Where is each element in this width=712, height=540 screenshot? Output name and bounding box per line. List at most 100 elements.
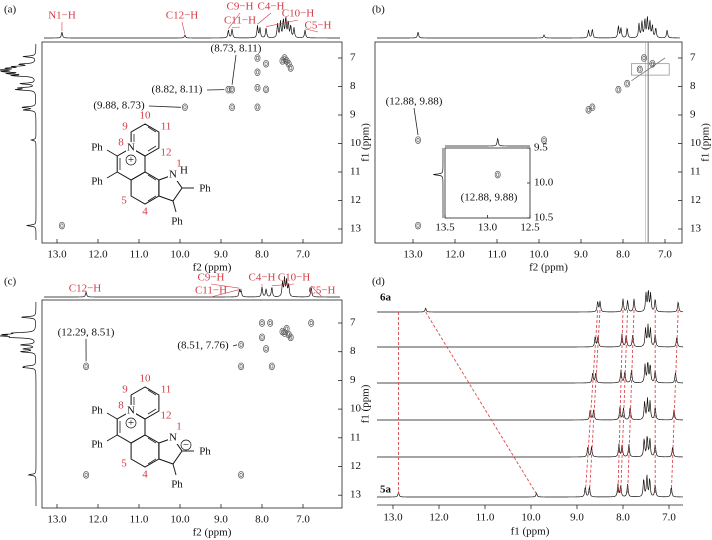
y-axis-label: f1 (ppm) — [360, 123, 372, 162]
annotation: (12.29, 8.51) — [58, 327, 115, 339]
x-tick-label: 12.0 — [88, 514, 108, 526]
x-tick-label: 9.0 — [574, 249, 588, 261]
atom-label: Ph — [171, 479, 183, 491]
cross-peak — [254, 54, 261, 62]
panel-label: (b) — [372, 4, 385, 16]
x-tick-label: 10.0 — [170, 249, 190, 261]
y-tick-label: 8 — [690, 80, 696, 92]
cross-peak — [624, 79, 631, 88]
annotation-leader — [413, 107, 419, 136]
atom-label: 12 — [161, 410, 172, 422]
y-tick-label: 9 — [350, 109, 356, 121]
cross-peak — [287, 332, 291, 337]
annotation-leader — [232, 344, 238, 347]
peak-leader — [228, 12, 241, 29]
plot-frame — [41, 299, 343, 509]
spectrum-trace — [0, 43, 37, 240]
cross-peak — [229, 85, 236, 94]
peak-label: C4−H — [258, 1, 285, 13]
cross-peak — [229, 103, 236, 112]
cross-peak — [590, 105, 594, 110]
cross-peak — [260, 335, 264, 340]
correlation-line — [627, 309, 635, 495]
y-tick-label: 11 — [690, 166, 701, 178]
peak-leader — [84, 290, 87, 296]
cross-peak — [283, 55, 287, 61]
atom-label: 10 — [140, 110, 152, 122]
y-tick-label: 7 — [350, 52, 356, 64]
y-tick-label: 13 — [690, 223, 702, 235]
atom-label: N — [127, 405, 135, 417]
cross-peak — [255, 85, 259, 91]
cross-peak — [309, 320, 313, 326]
atom-label: N — [169, 169, 177, 181]
peak-label: C9−H — [198, 272, 225, 284]
correlation-line — [588, 309, 601, 495]
y-tick-label: 10.0 — [534, 177, 554, 189]
x-tick-label: 12.0 — [445, 249, 465, 261]
atom-label: 11 — [161, 121, 172, 133]
cross-peak — [415, 136, 421, 144]
spectrum-trace — [44, 16, 340, 39]
cross-peak — [625, 81, 629, 86]
x-tick-label: 10.0 — [529, 249, 549, 261]
y-tick-label: 7 — [690, 52, 696, 64]
peak-label: N1−H — [48, 10, 76, 22]
bond — [147, 389, 157, 396]
atom-label: 5 — [121, 458, 127, 470]
bond — [106, 149, 118, 157]
panel-label: (c) — [4, 276, 17, 288]
cross-peak — [183, 105, 187, 110]
peak-leader — [210, 283, 240, 289]
cross-peak — [585, 106, 592, 114]
cross-peak — [416, 137, 420, 143]
annotation: (8.73, 8.11) — [211, 43, 262, 55]
cross-peak — [230, 105, 234, 110]
cross-peak — [58, 221, 65, 230]
cross-peak — [289, 335, 293, 340]
cross-peak — [287, 64, 294, 72]
y-tick-label: 9 — [350, 374, 356, 386]
cross-peak — [650, 61, 654, 66]
x-tick-label: 11.0 — [130, 249, 149, 261]
atom-label: 12 — [161, 147, 172, 159]
cross-peak — [589, 103, 596, 112]
diagonal — [631, 57, 666, 82]
atom-label: N — [127, 142, 135, 154]
y-tick-label: 9 — [690, 109, 696, 121]
spectrum-trace — [377, 290, 684, 313]
spectrum-trace — [377, 397, 684, 421]
charge-circle — [180, 439, 192, 451]
peak-label: C10−H — [282, 8, 315, 20]
cross-peak — [641, 54, 647, 62]
x-tick-label: 12.0 — [88, 249, 108, 261]
annotation: (9.88, 8.73) — [93, 100, 145, 112]
y-tick-label: 10 — [690, 137, 702, 149]
cross-peak — [264, 61, 268, 66]
x-tick-label: 7.0 — [658, 249, 672, 261]
cross-peak — [83, 362, 90, 371]
correlation-line — [670, 309, 679, 495]
bond — [147, 174, 157, 181]
cross-peak — [267, 319, 274, 327]
cross-peak — [285, 330, 292, 339]
plot-frame — [374, 41, 683, 244]
charge: + — [128, 154, 134, 166]
x-tick-label: 8.0 — [255, 249, 269, 261]
cross-peak — [615, 85, 622, 94]
annotation: (12.88, 9.88) — [386, 96, 443, 108]
atom-label: 1 — [176, 421, 182, 433]
spectrum-trace — [377, 16, 680, 39]
cross-peak — [238, 471, 245, 479]
x-tick-label: 8.0 — [255, 514, 269, 526]
bond — [172, 200, 177, 213]
cross-peak — [636, 65, 643, 74]
atom-label: 11 — [161, 384, 172, 396]
bond — [106, 171, 118, 179]
cross-peak — [649, 59, 656, 68]
correlation-line — [425, 311, 537, 495]
spectrum-trace — [433, 148, 444, 218]
x-tick-label: 7.0 — [296, 249, 310, 261]
cross-peak — [616, 87, 620, 92]
